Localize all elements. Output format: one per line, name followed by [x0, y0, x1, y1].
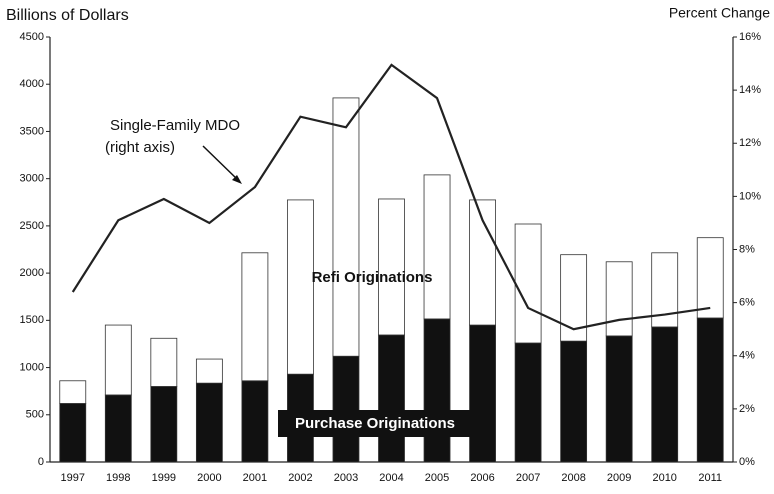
bar: [605, 261, 633, 337]
y-tick-label: 4500: [20, 31, 44, 43]
x-tick-label: 1997: [61, 472, 85, 484]
y2-tick-label: 10%: [739, 190, 761, 202]
arrow-head: [232, 175, 242, 184]
x-tick-label: 2004: [379, 472, 403, 484]
y2-tick-label: 4%: [739, 350, 755, 362]
bar: [514, 223, 542, 344]
bar: [469, 324, 496, 463]
bar: [241, 380, 269, 463]
bar: [605, 335, 633, 463]
y2-axis-title: Percent Change: [669, 5, 770, 21]
bar: [104, 324, 132, 396]
x-tick-label: 2000: [197, 472, 221, 484]
legend-label: Refi Originations: [312, 269, 433, 286]
bar: [241, 252, 269, 382]
x-tick-label: 1998: [106, 472, 130, 484]
y-tick-label: 4000: [20, 78, 44, 90]
bar: [560, 340, 588, 463]
line-annotation: (right axis): [105, 139, 175, 156]
bar: [104, 394, 132, 463]
x-tick-label: 2009: [607, 472, 631, 484]
bar: [332, 355, 360, 463]
x-tick-label: 2005: [425, 472, 449, 484]
bar: [696, 237, 724, 319]
y2-tick-label: 8%: [739, 243, 755, 255]
x-tick-label: 2006: [470, 472, 494, 484]
bar: [287, 199, 314, 375]
x-tick-label: 2010: [652, 472, 676, 484]
y2-tick-label: 12%: [739, 137, 761, 149]
y-tick-label: 3000: [20, 173, 44, 185]
bar: [378, 334, 405, 463]
y2-tick-label: 16%: [739, 31, 761, 43]
bar: [696, 317, 724, 463]
y-tick-label: 2000: [20, 267, 44, 279]
x-tick-label: 2003: [334, 472, 358, 484]
y-axis-title: Billions of Dollars: [6, 7, 129, 24]
bar: [59, 403, 87, 463]
x-tick-label: 1999: [152, 472, 176, 484]
arrow: [202, 145, 239, 181]
y2-tick-label: 14%: [739, 84, 761, 96]
x-tick-label: 2001: [243, 472, 267, 484]
bar: [150, 386, 178, 463]
bar: [195, 382, 223, 463]
line-annotation: Single-Family MDO: [110, 117, 240, 134]
bar: [651, 326, 679, 463]
bar: [560, 254, 588, 342]
x-tick-label: 2007: [516, 472, 540, 484]
legend-box: [278, 410, 472, 437]
y-tick-label: 3500: [20, 125, 44, 137]
y2-tick-label: 0%: [739, 456, 755, 468]
bar: [423, 174, 451, 320]
bar: [514, 342, 542, 463]
bar: [59, 380, 87, 404]
x-tick-label: 2002: [288, 472, 312, 484]
legend-label: Purchase Originations: [295, 415, 455, 432]
line: [71, 63, 711, 331]
bar: [195, 358, 223, 384]
x-tick-label: 2008: [561, 472, 585, 484]
x-tick-label: 2011: [698, 472, 722, 484]
bar: [423, 318, 451, 463]
y-tick-label: 0: [38, 456, 44, 468]
bar: [332, 97, 360, 357]
y2-tick-label: 6%: [739, 297, 755, 309]
y2-tick-label: 2%: [739, 403, 755, 415]
y-tick-label: 500: [26, 409, 44, 421]
y-tick-label: 1500: [20, 314, 44, 326]
bar: [378, 198, 405, 336]
y-tick-label: 1000: [20, 361, 44, 373]
y-tick-label: 2500: [20, 220, 44, 232]
bar: [150, 337, 178, 387]
